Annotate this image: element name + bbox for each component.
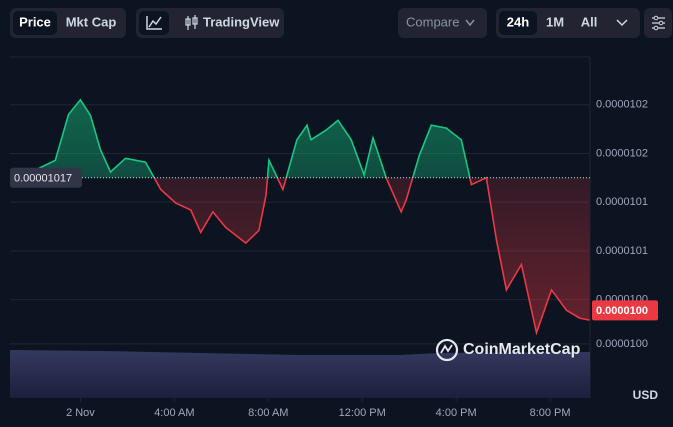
area-down — [10, 177, 590, 333]
price-button-label[interactable]: Price — [19, 14, 51, 29]
y-tick-label: 0.0000101 — [596, 196, 648, 208]
candle-icon — [185, 15, 198, 30]
compare-label[interactable]: Compare — [406, 14, 459, 29]
x-tick-label: 12:00 PM — [339, 407, 386, 419]
x-tick-label: 4:00 AM — [154, 407, 194, 419]
currency-label: USD — [633, 388, 659, 402]
y-tick-label: 0.0000102 — [596, 147, 648, 159]
plot: 0.0000102 0.0000102 0.0000101 0.0000101 0.00… — [10, 98, 658, 419]
price-line-down — [10, 177, 590, 336]
baseline-label: 0.00001017 — [14, 173, 72, 185]
watermark: CoinMarketCap — [435, 338, 581, 362]
tradingview-button[interactable]: TradingView — [203, 14, 280, 29]
compare-chevron — [465, 19, 475, 27]
compare-button[interactable] — [398, 8, 487, 38]
x-tick-label: 2 Nov — [66, 407, 95, 419]
price-button[interactable] — [13, 11, 57, 35]
watermark-logo — [435, 338, 459, 362]
x-tick-label: 8:00 PM — [530, 407, 571, 419]
y-tick-label: 0.0000102 — [596, 99, 648, 111]
x-tick-label: 8:00 AM — [248, 407, 288, 419]
volume-area — [10, 350, 590, 398]
range-button[interactable]: All — [581, 14, 598, 29]
range-active[interactable] — [499, 11, 537, 35]
baseline-label-box — [10, 167, 82, 188]
toolbar: Price Mkt Cap TradingView Compare 24h 1M… — [10, 8, 672, 38]
range-button[interactable]: 1M — [546, 14, 564, 29]
y-tick-label: 0.0000100 — [596, 338, 648, 350]
line-icon — [146, 16, 162, 30]
watermark-text: CoinMarketCap — [463, 341, 581, 358]
current-price-label: 0.0000100 — [596, 305, 648, 317]
y-tick-label: 0.0000101 — [596, 245, 648, 257]
settings-icon — [653, 25, 659, 31]
tool-group — [136, 8, 284, 38]
x-tick-label: 4:00 PM — [436, 407, 477, 419]
settings-icon — [658, 20, 664, 26]
area-up — [10, 99, 590, 178]
range-button[interactable]: 24h — [507, 14, 529, 29]
watermark-logo — [440, 344, 453, 354]
current-price-box — [592, 300, 658, 321]
range-chevron[interactable] — [616, 19, 628, 27]
mkt-cap-button[interactable]: Mkt Cap — [66, 14, 117, 29]
settings-icon — [653, 15, 659, 21]
price-line-up — [13, 98, 488, 178]
